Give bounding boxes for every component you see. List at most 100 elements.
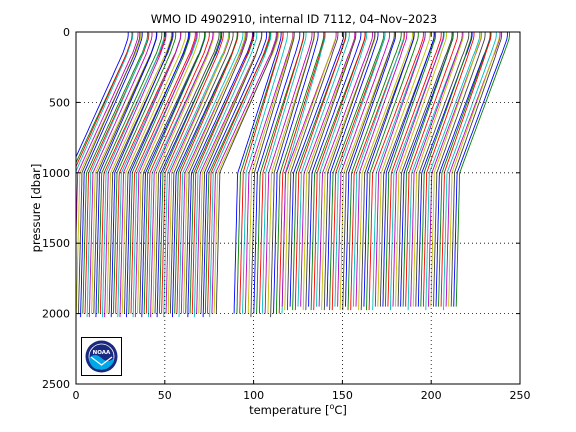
temperature-profile-line xyxy=(121,32,187,314)
x-tick-label: 200 xyxy=(421,389,442,402)
temperature-profile-line xyxy=(323,32,376,311)
temperature-profile-line xyxy=(143,32,206,314)
temperature-profile-line xyxy=(117,32,182,318)
x-tick-label: 0 xyxy=(73,389,80,402)
x-axis-label-prefix: temperature [ xyxy=(249,403,329,417)
temperature-profile-line xyxy=(425,32,481,311)
temperature-profile-line xyxy=(395,32,447,307)
temperature-profile-line xyxy=(110,32,173,318)
y-tick-label: 500 xyxy=(49,96,70,109)
temperature-profile-line xyxy=(372,32,426,311)
temperature-profile-line xyxy=(366,32,419,311)
x-axis-label: temperature [oC] xyxy=(249,402,347,417)
temperature-profile-line xyxy=(438,32,491,307)
temperature-profile-line xyxy=(76,32,139,256)
temperature-profile-line xyxy=(154,32,220,314)
temperature-profile-line xyxy=(130,32,196,314)
temperature-profile-line xyxy=(347,32,402,311)
temperature-profile-line xyxy=(430,32,482,307)
temperature-profile-line xyxy=(187,32,253,318)
axis-ticks xyxy=(75,31,521,385)
temperature-profile-line xyxy=(427,32,482,307)
temperature-profile-line xyxy=(339,32,395,311)
temperature-profile-line xyxy=(358,32,413,311)
temperature-profile-line xyxy=(185,32,248,314)
temperature-profile-line xyxy=(377,32,431,307)
x-tick-label: 100 xyxy=(243,389,264,402)
temperature-profile-line xyxy=(453,32,508,307)
temperature-profile-line xyxy=(193,32,258,318)
logo-text: NOAA xyxy=(93,350,111,356)
temperature-profile-line xyxy=(270,32,315,318)
temperature-profile-line xyxy=(233,32,282,314)
temperature-profile-line xyxy=(374,32,426,307)
noaa-emblem-icon: NOAA xyxy=(85,340,118,373)
temperature-profile-line xyxy=(250,32,295,318)
temperature-profile-line xyxy=(76,32,129,159)
temperature-profile-line xyxy=(420,32,472,307)
temperature-profile-line xyxy=(76,32,134,173)
temperature-profile-line xyxy=(78,32,141,314)
temperature-profile-line xyxy=(329,32,385,311)
temperature-profile-line xyxy=(297,32,350,307)
temperature-profile-line xyxy=(331,32,386,311)
temperature-profile-line xyxy=(126,32,189,318)
temperature-profile-line xyxy=(368,32,424,311)
temperature-profile-line xyxy=(345,32,396,307)
y-tick-label: 2000 xyxy=(42,308,70,321)
temperature-profile-line xyxy=(209,32,272,318)
temperature-profile-line xyxy=(294,32,346,311)
temperature-profile-line xyxy=(308,32,362,307)
x-axis-label-unit-sup: o xyxy=(330,402,335,411)
temperature-profile-line xyxy=(337,32,391,307)
temperature-profile-line xyxy=(363,32,415,307)
temperature-profile-line xyxy=(379,32,435,307)
y-tick-label: 0 xyxy=(63,26,70,39)
y-tick-label: 1000 xyxy=(42,167,70,180)
temperature-profile-line xyxy=(239,32,284,314)
temperature-profile-line xyxy=(191,32,254,314)
temperature-profile-line xyxy=(244,32,294,314)
temperature-profile-line xyxy=(202,32,268,318)
temperature-profile-line xyxy=(310,32,366,311)
y-tick-label: 1500 xyxy=(42,237,70,250)
temperature-profile-line xyxy=(397,32,453,307)
temperature-profile-line xyxy=(259,32,304,314)
temperature-profile-line xyxy=(242,32,288,314)
temperature-profile-line xyxy=(450,32,503,307)
temperature-profile-line xyxy=(278,32,326,314)
temperature-profile-line xyxy=(86,32,149,318)
temperature-profile-line xyxy=(167,32,230,314)
x-tick-label: 150 xyxy=(332,389,353,402)
temperature-profile-line xyxy=(387,32,442,307)
chart-title: WMO ID 4902910, internal ID 7112, 04–Nov… xyxy=(151,12,438,26)
temperature-profile-line xyxy=(97,32,163,314)
temperature-profile-line xyxy=(80,32,143,318)
temperature-profile-line xyxy=(422,32,475,307)
y-axis-label: pressure [dbar] xyxy=(29,164,43,253)
temperature-profile-line xyxy=(448,32,500,307)
temperature-profile-line xyxy=(415,32,470,307)
temperature-profile-line xyxy=(198,32,263,314)
x-tick-label: 250 xyxy=(510,389,531,402)
temperature-profile-line xyxy=(93,32,157,314)
temperature-profile-line xyxy=(342,32,395,311)
noaa-logo: NOAA xyxy=(81,337,122,376)
temperature-profile-line xyxy=(91,32,158,314)
grid-lines xyxy=(76,32,520,384)
temperature-profile-line xyxy=(106,32,172,314)
temperature-profile-line xyxy=(286,32,339,311)
temperature-profile-line xyxy=(334,32,386,307)
temperature-profile-line xyxy=(302,32,357,311)
temperature-profile-line xyxy=(400,32,454,307)
temperature-profile-line xyxy=(412,32,464,307)
y-tick-label: 2500 xyxy=(42,378,70,391)
temperature-profile-line xyxy=(305,32,357,311)
temperature-profile-line xyxy=(392,32,444,307)
temperature-profile-line xyxy=(174,32,238,314)
temperature-profile-line xyxy=(281,32,337,307)
temperature-profile-line xyxy=(410,32,463,307)
temperature-profile-line xyxy=(435,32,491,307)
temperature-profile-line xyxy=(115,32,182,314)
temperature-profile-line xyxy=(455,32,510,307)
